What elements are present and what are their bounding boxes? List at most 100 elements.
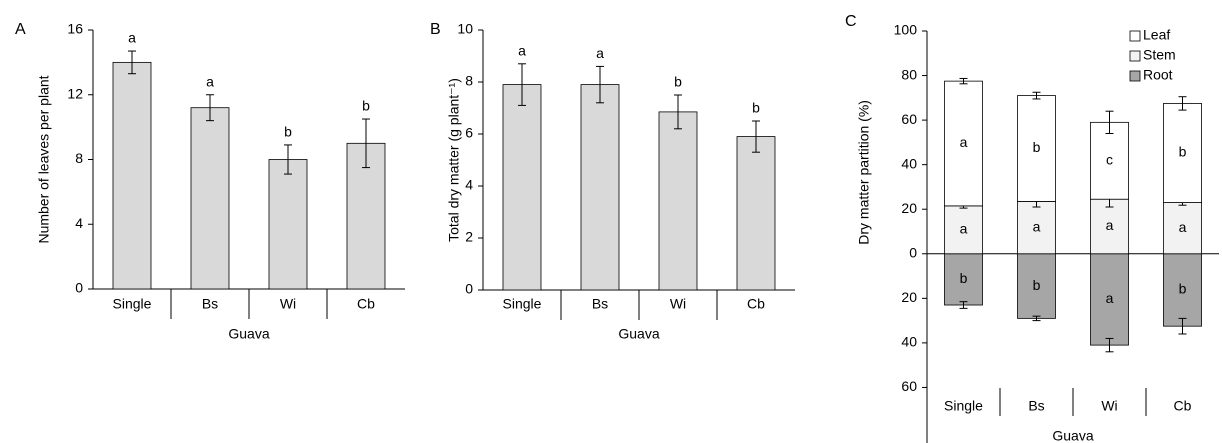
- error-bar: [674, 94, 682, 130]
- legend-swatch: [1129, 70, 1141, 82]
- significance-letter: a: [1106, 217, 1114, 233]
- y-axis-label: Number of leaves per plant: [36, 75, 52, 243]
- panel-label: B: [430, 21, 441, 38]
- x-tick-label: Wi: [1101, 398, 1117, 414]
- y-tick-label: 80: [901, 66, 917, 82]
- x-tick-label: Bs: [1028, 398, 1044, 414]
- bar: [580, 84, 620, 291]
- y-tick-label: 8: [75, 150, 83, 166]
- significance-letter: b: [1179, 281, 1187, 297]
- x-tick-label: Cb: [1174, 398, 1192, 414]
- x-tick-label: Wi: [670, 296, 686, 312]
- y-tick-label: 20: [901, 200, 917, 216]
- significance-letter: a: [518, 43, 526, 59]
- significance-letter: c: [1106, 151, 1113, 167]
- error-bar: [959, 77, 968, 85]
- bar-segment: [1017, 253, 1056, 319]
- bar-segment: [944, 253, 983, 306]
- x-tick-label: Wi: [280, 296, 296, 312]
- bar-segment: [1090, 253, 1129, 346]
- bar: [502, 84, 542, 291]
- y-tick-label: 2: [465, 229, 473, 245]
- y-tick-label: 60: [901, 111, 917, 127]
- x-tick-label: Cb: [357, 296, 375, 312]
- error-bar: [1032, 315, 1041, 322]
- error-bar: [1178, 317, 1187, 335]
- error-bar: [596, 65, 604, 104]
- bar-segment: [1090, 198, 1129, 255]
- x-tick-label: Cb: [747, 296, 765, 312]
- error-bar: [128, 50, 136, 75]
- error-bar: [1178, 96, 1187, 111]
- bar-segment: [944, 80, 983, 207]
- error-bar: [1032, 91, 1041, 100]
- bar: [658, 111, 698, 291]
- x-axis-label: Guava: [228, 326, 269, 342]
- legend-label: Root: [1143, 67, 1173, 83]
- y-tick-label: 12: [67, 85, 83, 101]
- significance-letter: b: [284, 124, 292, 140]
- y-tick-label: 40: [901, 155, 917, 171]
- y-tick-label: 16: [67, 21, 83, 37]
- y-tick-label: 20: [901, 289, 917, 305]
- significance-letter: a: [128, 30, 136, 46]
- y-tick-label: 0: [909, 244, 917, 260]
- significance-letter: b: [752, 100, 760, 116]
- panel-label: C: [845, 13, 857, 30]
- x-axis-label: Guava: [618, 326, 659, 342]
- x-tick-label: Single: [113, 296, 152, 312]
- significance-letter: a: [960, 221, 968, 237]
- error-bar: [1105, 337, 1114, 353]
- y-tick-label: 100: [894, 22, 918, 38]
- y-tick-label: 4: [75, 215, 83, 231]
- error-bar: [1105, 110, 1114, 134]
- legend-label: Stem: [1143, 47, 1176, 63]
- legend-swatch: [1129, 30, 1141, 42]
- bar: [268, 159, 308, 290]
- y-tick-label: 4: [465, 177, 473, 193]
- bar-segment: [1017, 95, 1056, 202]
- x-tick-label: Bs: [202, 296, 218, 312]
- bar-segment: [1163, 253, 1202, 327]
- significance-letter: b: [960, 270, 968, 286]
- error-bar: [752, 120, 760, 153]
- significance-letter: b: [1179, 144, 1187, 160]
- bar-segment: [1090, 121, 1129, 200]
- significance-letter: b: [362, 98, 370, 114]
- error-bar: [518, 63, 526, 106]
- error-bar: [206, 94, 214, 122]
- error-bar: [362, 118, 370, 169]
- significance-letter: b: [1033, 277, 1041, 293]
- significance-letter: a: [1033, 218, 1041, 234]
- x-axis-label: Guava: [1052, 428, 1093, 443]
- y-tick-label: 10: [457, 21, 473, 37]
- significance-letter: b: [1033, 139, 1041, 155]
- panel-label: A: [15, 21, 26, 38]
- bar: [190, 107, 230, 290]
- error-bar: [959, 301, 968, 309]
- legend-swatch: [1129, 50, 1141, 62]
- significance-letter: a: [1106, 290, 1114, 306]
- significance-letter: a: [960, 134, 968, 150]
- error-bar: [284, 144, 292, 175]
- x-tick-label: Single: [503, 296, 542, 312]
- bar: [736, 136, 776, 291]
- x-tick-label: Bs: [592, 296, 608, 312]
- y-axis-label: Dry matter partition (%): [856, 100, 872, 245]
- y-tick-label: 0: [465, 281, 473, 297]
- legend-label: Leaf: [1143, 27, 1170, 43]
- x-tick-label: Single: [944, 398, 983, 414]
- bar: [112, 61, 152, 290]
- significance-letter: a: [596, 45, 604, 61]
- y-tick-label: 6: [465, 125, 473, 141]
- y-tick-label: 0: [75, 280, 83, 296]
- significance-letter: a: [206, 73, 214, 89]
- significance-letter: b: [674, 74, 682, 90]
- y-tick-label: 40: [901, 334, 917, 350]
- y-tick-label: 60: [901, 378, 917, 394]
- significance-letter: a: [1179, 219, 1187, 235]
- y-axis-label: Total dry matter (g plant⁻¹): [446, 78, 462, 242]
- y-tick-label: 8: [465, 73, 473, 89]
- bar-segment: [1017, 201, 1056, 255]
